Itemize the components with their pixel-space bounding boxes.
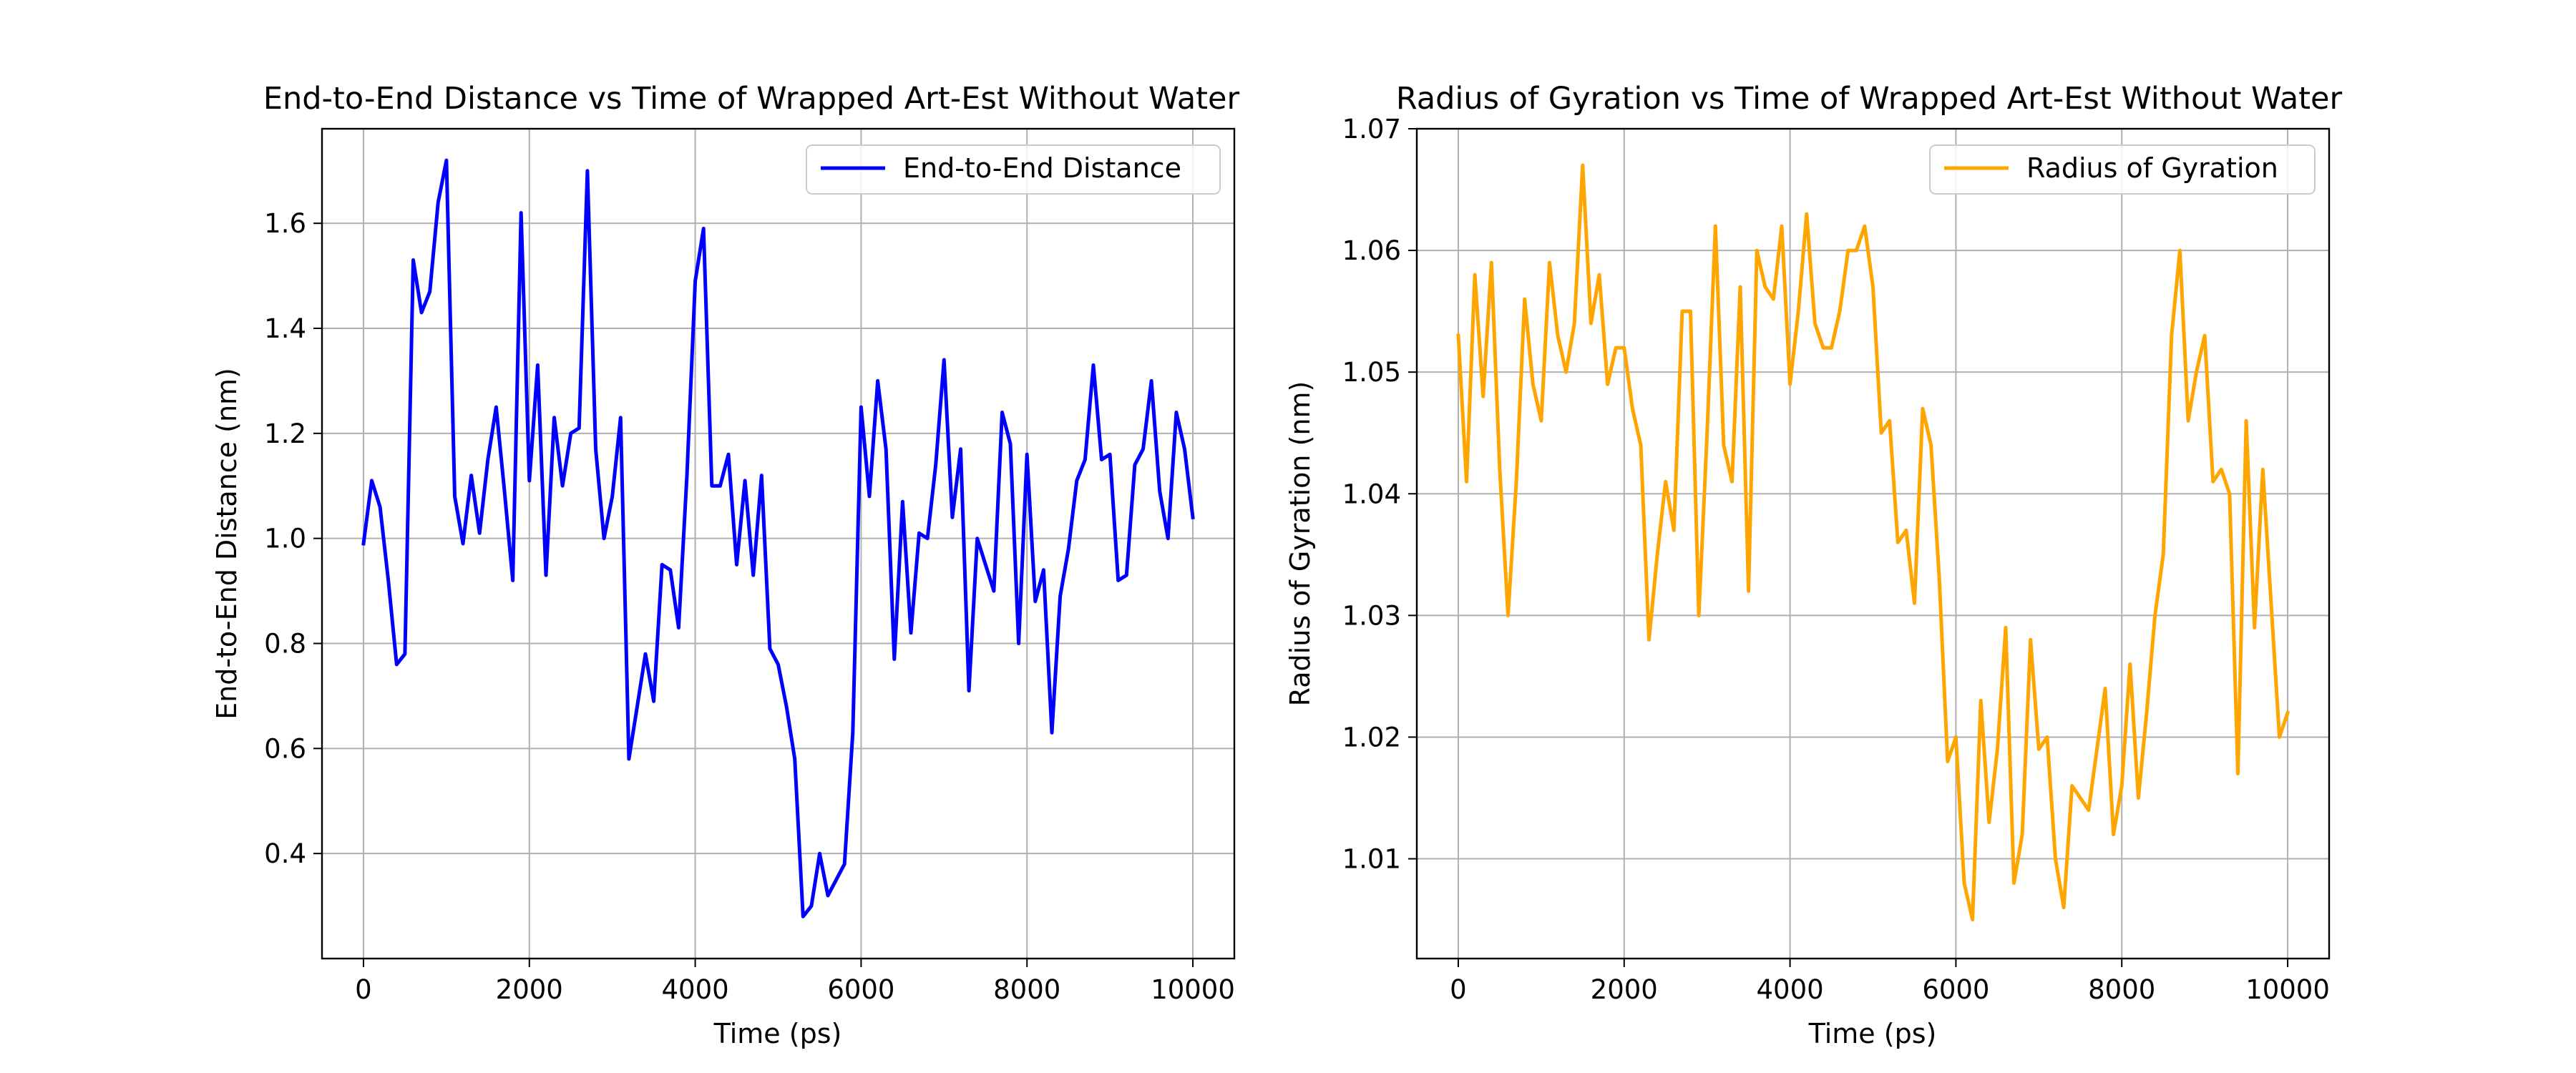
y-tick-label: 1.03	[1342, 600, 1401, 631]
x-tick-label: 6000	[827, 974, 894, 1005]
y-axis-ticks: 0.4 0.6 0.8 1.0 1.2 1.4 1.6	[264, 208, 322, 869]
series-line-0	[1456, 163, 2290, 922]
radius-of-gyration-chart: Radius of Gyration vs Time of Wrapped Ar…	[1284, 81, 2342, 1049]
x-tick-label: 10000	[2245, 974, 2330, 1005]
x-axis-ticks: 0 2000 4000 6000 8000 10000	[1450, 959, 2330, 1005]
legend: Radius of Gyration	[1929, 144, 2316, 195]
x-axis-label: Time (ps)	[713, 1018, 842, 1049]
y-tick-label: 1.02	[1342, 722, 1401, 753]
x-tick-label: 8000	[2088, 974, 2155, 1005]
x-tick-label: 4000	[1757, 974, 1824, 1005]
series-line-0	[361, 158, 1195, 918]
y-tick-label: 1.2	[264, 418, 306, 449]
series-layer	[1456, 163, 2290, 922]
y-tick-label: 1.6	[264, 208, 306, 239]
y-axis-ticks: 1.01 1.02 1.03 1.04 1.05 1.06 1.07	[1342, 114, 1417, 875]
plot-frame	[321, 127, 1236, 960]
x-tick-label: 0	[1450, 974, 1467, 1005]
y-tick-label: 1.06	[1342, 235, 1401, 266]
grid-lines	[322, 129, 1234, 959]
end-to-end-distance-chart: End-to-End Distance vs Time of Wrapped A…	[211, 81, 1239, 1049]
x-tick-label: 2000	[1591, 974, 1658, 1005]
y-tick-label: 0.6	[264, 733, 306, 764]
y-tick-label: 1.01	[1342, 844, 1401, 875]
plot-frame	[1415, 127, 2331, 960]
y-tick-label: 1.04	[1342, 479, 1401, 509]
legend-label: End-to-End Distance	[903, 152, 1181, 184]
chart-title: End-to-End Distance vs Time of Wrapped A…	[263, 81, 1240, 117]
x-tick-label: 6000	[1922, 974, 1989, 1005]
y-axis-label: End-to-End Distance (nm)	[211, 368, 243, 720]
y-tick-label: 1.4	[264, 313, 306, 344]
chart-title: Radius of Gyration vs Time of Wrapped Ar…	[1396, 81, 2343, 117]
legend-label: Radius of Gyration	[2026, 152, 2278, 184]
x-tick-label: 10000	[1151, 974, 1235, 1005]
legend-box	[806, 144, 1221, 195]
legend-box	[1929, 144, 2316, 195]
y-tick-label: 1.05	[1342, 357, 1401, 388]
x-tick-label: 8000	[993, 974, 1060, 1005]
series-layer	[361, 158, 1195, 918]
y-tick-label: 1.0	[264, 524, 306, 554]
y-axis-label: Radius of Gyration (nm)	[1284, 381, 1316, 707]
y-tick-label: 1.07	[1342, 114, 1401, 144]
legend: End-to-End Distance	[806, 144, 1221, 195]
x-tick-label: 2000	[496, 974, 563, 1005]
y-tick-label: 0.4	[264, 838, 306, 869]
x-axis-label: Time (ps)	[1808, 1018, 1937, 1049]
x-axis-ticks: 0 2000 4000 6000 8000 10000	[355, 959, 1235, 1005]
y-tick-label: 0.8	[264, 628, 306, 659]
x-tick-label: 0	[355, 974, 372, 1005]
x-tick-label: 4000	[662, 974, 729, 1005]
